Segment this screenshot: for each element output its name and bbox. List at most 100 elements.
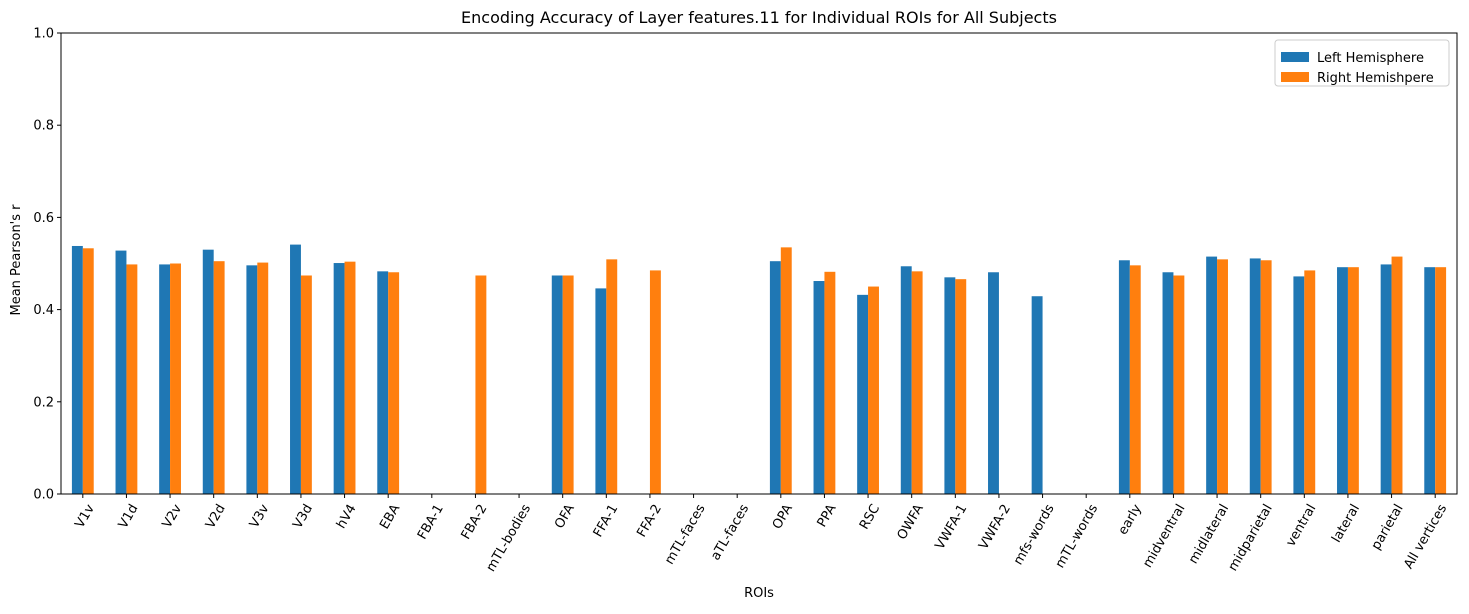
bar-left-v2v [159, 264, 171, 494]
x-tick-label: V2v [160, 502, 186, 531]
bar-right-midventral [1173, 275, 1185, 494]
bar-left-eba [377, 271, 389, 494]
x-tick-label: FFA-2 [634, 502, 665, 540]
legend: Left Hemisphere Right Hemishpere [1274, 39, 1450, 87]
x-tick-label: midventral [1140, 502, 1188, 571]
bar-left-owfa [900, 266, 912, 494]
x-tick-label: mfs-words [1011, 502, 1058, 568]
bar-left-ffa-1 [595, 288, 607, 494]
bar-right-owfa [911, 271, 923, 494]
y-tick-label: 0.2 [33, 395, 54, 410]
x-tick-label: OPA [770, 502, 796, 532]
legend-swatch-right [1281, 72, 1309, 82]
bar-left-vwfa-2 [988, 272, 999, 494]
x-axis-label: ROIs [744, 586, 774, 601]
bar-right-v3v [257, 262, 269, 494]
x-tick-label: hV4 [334, 502, 360, 532]
x-tick-label: mTL-faces [662, 502, 708, 568]
bar-left-parietal [1380, 264, 1392, 494]
bar-left-hv4 [333, 263, 345, 494]
x-tick-label: V2d [203, 502, 229, 532]
bar-left-vwfa-1 [944, 277, 956, 494]
y-tick-label: 0.4 [33, 303, 54, 318]
bar-right-opa [780, 247, 792, 494]
bar-right-midlateral [1217, 259, 1228, 494]
x-tick-label: FBA-2 [459, 502, 491, 542]
legend-swatch-left [1281, 52, 1309, 62]
bar-right-early [1129, 265, 1141, 494]
bar-left-rsc [857, 294, 869, 494]
bar-left-ofa [551, 275, 563, 494]
bar-left-early [1118, 260, 1130, 494]
x-tick-label: parietal [1369, 502, 1407, 553]
bar-left-v3v [246, 265, 258, 494]
bar-right-all-vertices [1435, 267, 1447, 494]
bar-left-ventral [1293, 276, 1305, 494]
bar-right-v2d [213, 261, 225, 494]
bar-left-v3d [290, 244, 301, 494]
x-tick-label: V1v [72, 502, 98, 531]
bar-right-v1d [126, 264, 138, 494]
x-tick-label: midparietal [1226, 502, 1276, 574]
bar-right-fba-2 [475, 275, 487, 494]
bar-right-ventral [1304, 270, 1316, 494]
bar-right-parietal [1391, 256, 1403, 494]
bar-right-v3d [300, 275, 312, 494]
x-tick-label: lateral [1329, 502, 1363, 546]
bar-right-vwfa-1 [955, 279, 967, 494]
x-tick-label: FFA-1 [591, 502, 622, 540]
bar-right-ofa [562, 275, 574, 494]
legend-label-right: Right Hemishpere [1317, 71, 1434, 86]
y-tick-label: 0.6 [33, 211, 54, 226]
plot-frame [60, 32, 1458, 495]
x-tick-label: VWFA-1 [933, 502, 971, 552]
bar-right-rsc [868, 286, 879, 494]
bar-left-all-vertices [1424, 267, 1436, 494]
legend-box [1274, 39, 1450, 87]
bar-left-midlateral [1206, 256, 1218, 494]
bar-left-midparietal [1249, 258, 1261, 494]
x-tick-label: PPA [815, 502, 840, 530]
legend-label-left: Left Hemisphere [1317, 51, 1424, 66]
bar-right-eba [388, 272, 400, 494]
x-tick-label: RSC [857, 502, 883, 532]
y-axis-label: Mean Pearson's r [9, 204, 24, 316]
bar-left-v2d [202, 249, 214, 494]
y-tick-label: 0.8 [33, 119, 54, 134]
bars-group [71, 244, 1447, 494]
x-tick-label: V1d [116, 502, 142, 532]
x-tick-label: V3v [247, 502, 273, 531]
x-tick-label: V3d [290, 502, 316, 532]
bar-right-hv4 [344, 261, 356, 494]
bar-right-v1v [82, 248, 94, 494]
x-tick-label: ventral [1283, 502, 1319, 549]
bar-right-midparietal [1260, 260, 1272, 494]
bar-right-lateral [1347, 267, 1359, 494]
x-tick-label: OWFA [895, 502, 927, 543]
x-tick-label: EBA [377, 502, 403, 532]
bar-right-ffa-2 [649, 270, 661, 494]
chart-title: Encoding Accuracy of Layer features.11 f… [461, 8, 1057, 27]
x-tick-label: aTL-faces [708, 502, 752, 563]
bar-right-v2v [170, 263, 181, 494]
x-tick-label: mTL-bodies [484, 502, 535, 575]
x-tick-label: mTL-words [1053, 502, 1102, 571]
x-tick-label: VWFA-2 [976, 502, 1014, 552]
bar-left-lateral [1337, 267, 1348, 494]
x-tick-label: OFA [552, 502, 578, 532]
x-tick-label: FBA-1 [415, 502, 447, 542]
bar-left-mfs-words [1031, 296, 1043, 494]
bar-left-v1v [71, 245, 83, 494]
x-tick-label: All vertices [1401, 502, 1450, 572]
bar-left-v1d [115, 250, 127, 494]
bar-right-ppa [824, 271, 836, 494]
x-tick-label: midlateral [1186, 502, 1232, 567]
bar-left-ppa [813, 281, 825, 494]
bar-left-midventral [1162, 272, 1174, 494]
y-tick-label: 0.0 [33, 488, 54, 503]
bar-left-opa [769, 261, 781, 494]
bar-right-ffa-1 [606, 259, 618, 494]
y-tick-label: 1.0 [33, 27, 54, 42]
